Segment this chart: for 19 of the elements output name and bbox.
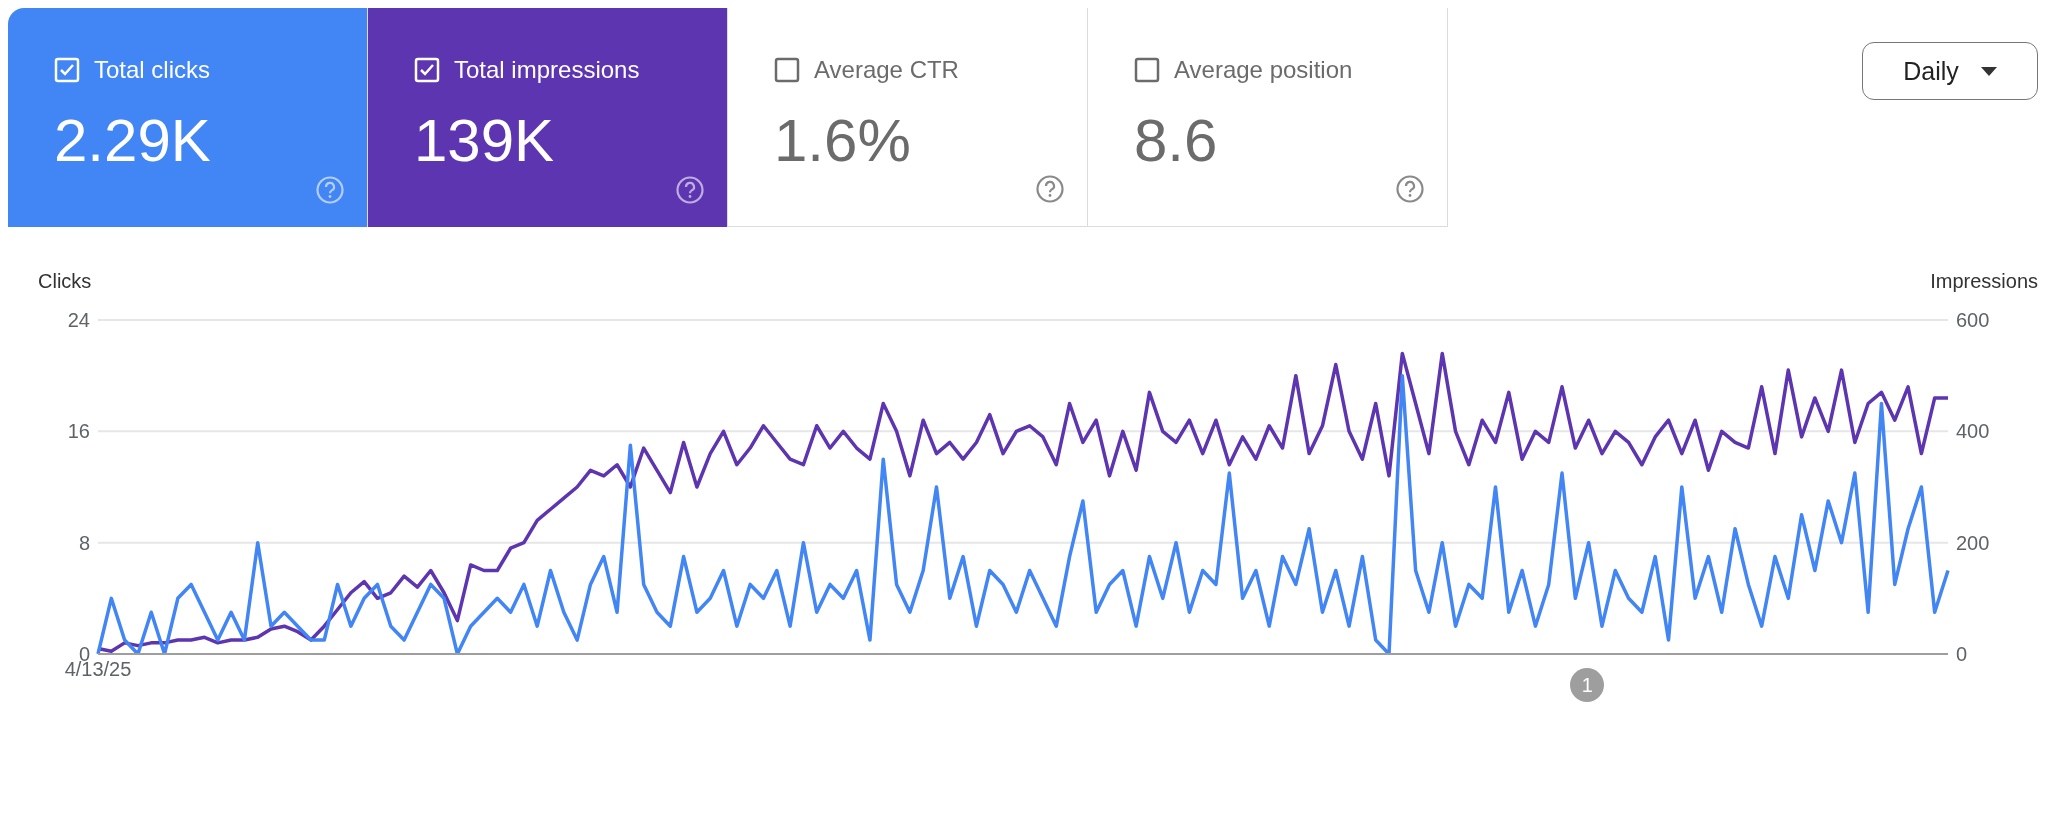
y2-axis-title: Impressions bbox=[1930, 270, 2038, 293]
text: Total impressions bbox=[454, 56, 640, 84]
text: 1.6% bbox=[774, 106, 912, 175]
y2-tick-label: 200 bbox=[1956, 531, 1990, 554]
text: 2.29K bbox=[54, 106, 212, 175]
y-axis-title: Clicks bbox=[38, 270, 92, 293]
y2-tick-label: 400 bbox=[1956, 420, 1990, 443]
text: Daily bbox=[1903, 56, 1959, 86]
y2-tick-label: 600 bbox=[1956, 309, 1990, 332]
text: 8.6 bbox=[1134, 106, 1219, 175]
text: Average CTR bbox=[814, 56, 959, 84]
text: Average position bbox=[1174, 56, 1353, 84]
y-tick-label: 16 bbox=[67, 420, 90, 443]
y-tick-label: 24 bbox=[67, 309, 90, 332]
y-tick-label: 8 bbox=[78, 531, 90, 554]
y2-tick-label: 0 bbox=[1956, 643, 1968, 666]
text: 139K bbox=[414, 106, 556, 175]
text: Total clicks bbox=[94, 56, 211, 84]
note-marker: 1 bbox=[1570, 668, 1605, 702]
